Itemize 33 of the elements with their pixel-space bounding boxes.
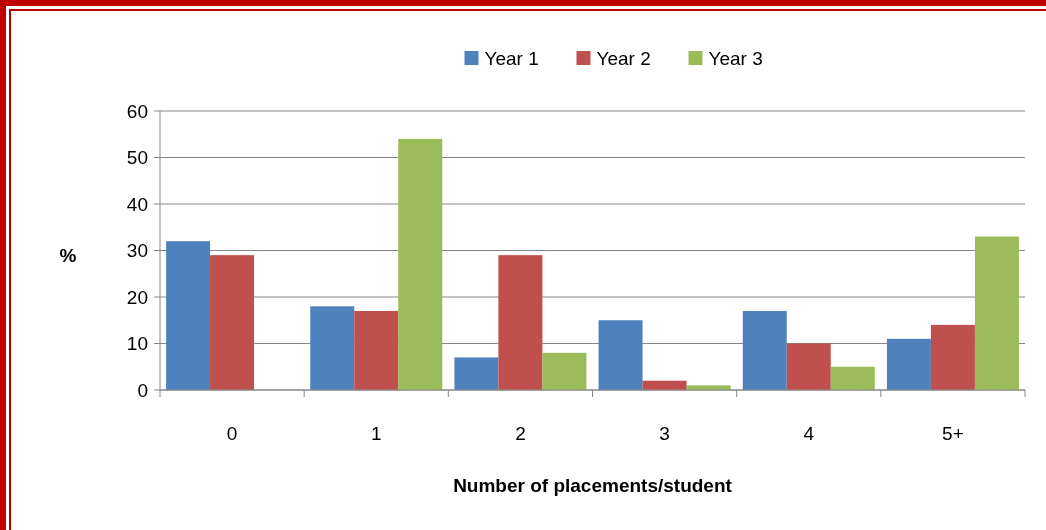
y-tick-label: 20 <box>126 286 148 308</box>
y-tick-label: 0 <box>137 379 148 401</box>
y-tick-label: 30 <box>126 240 148 262</box>
bar <box>598 320 643 390</box>
legend-label: Year 3 <box>708 47 763 69</box>
bar <box>742 310 787 390</box>
bar <box>454 357 499 390</box>
x-tick-label: 0 <box>226 423 238 444</box>
bar <box>974 236 1019 390</box>
bar <box>830 366 875 390</box>
y-tick-label: 60 <box>126 100 148 122</box>
bar <box>310 306 355 390</box>
bar <box>498 255 543 390</box>
bar <box>398 138 443 390</box>
bar <box>930 324 975 390</box>
legend-label: Year 2 <box>596 47 651 69</box>
x-tick-label: 5+ <box>942 423 964 444</box>
x-tick-label: 1 <box>370 423 382 444</box>
bar <box>542 352 587 390</box>
bar <box>166 241 211 390</box>
y-tick-label: 50 <box>126 147 148 169</box>
y-tick-label: 40 <box>126 193 148 215</box>
bar <box>786 343 831 390</box>
legend-label: Year 1 <box>484 47 539 69</box>
bar <box>354 310 399 390</box>
bar <box>210 255 255 390</box>
y-tick-label: 10 <box>126 333 148 355</box>
y-axis-title: % <box>59 245 77 266</box>
x-tick-label: 3 <box>659 423 670 444</box>
x-tick-label: 4 <box>803 423 815 444</box>
x-axis-title: Number of placements/student <box>453 475 733 496</box>
x-tick-label: 2 <box>515 423 526 444</box>
bar <box>886 338 931 390</box>
